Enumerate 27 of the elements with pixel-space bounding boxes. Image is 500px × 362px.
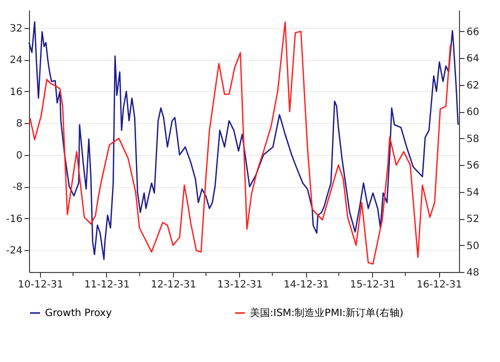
y-tick-label: -16 [6,214,22,225]
legend-label: 美国:ISM:制造业PMI:新订单(右轴) [250,307,404,319]
y2-tick-label: 50 [466,240,480,252]
y2-tick-label: 60 [466,107,480,118]
x-tick-label: 12-12-31 [150,280,196,290]
y2-tick-label: 56 [466,160,480,172]
x-tick-label: 13-12-31 [217,280,263,290]
x-tick-label: 11-12-31 [84,280,130,290]
x-tick-label: 15-12-31 [350,280,396,290]
y2-tick-label: 48 [466,268,480,278]
y-tick-label: 16 [10,86,22,98]
x-tick-label: 10-12-31 [18,280,64,290]
y-tick-label: -24 [6,246,22,257]
y2-tick-label: 52 [466,214,480,226]
y-tick-label: 32 [10,23,22,34]
y2-tick-label: 66 [466,26,480,38]
y2-tick-label: 62 [466,80,480,92]
y2-tick-label: 64 [466,54,480,65]
x-tick-label: 16-12-31 [416,280,462,290]
y-tick-label: 8 [16,118,22,130]
legend-label: Growth Proxy [45,308,112,319]
y-tick-label: 24 [10,55,22,66]
y-tick-label: -8 [12,182,22,194]
y2-tick-label: 54 [466,187,480,198]
y2-tick-label: 58 [466,134,480,145]
x-tick-label: 14-12-31 [284,280,330,290]
y-tick-label: 0 [16,150,22,162]
